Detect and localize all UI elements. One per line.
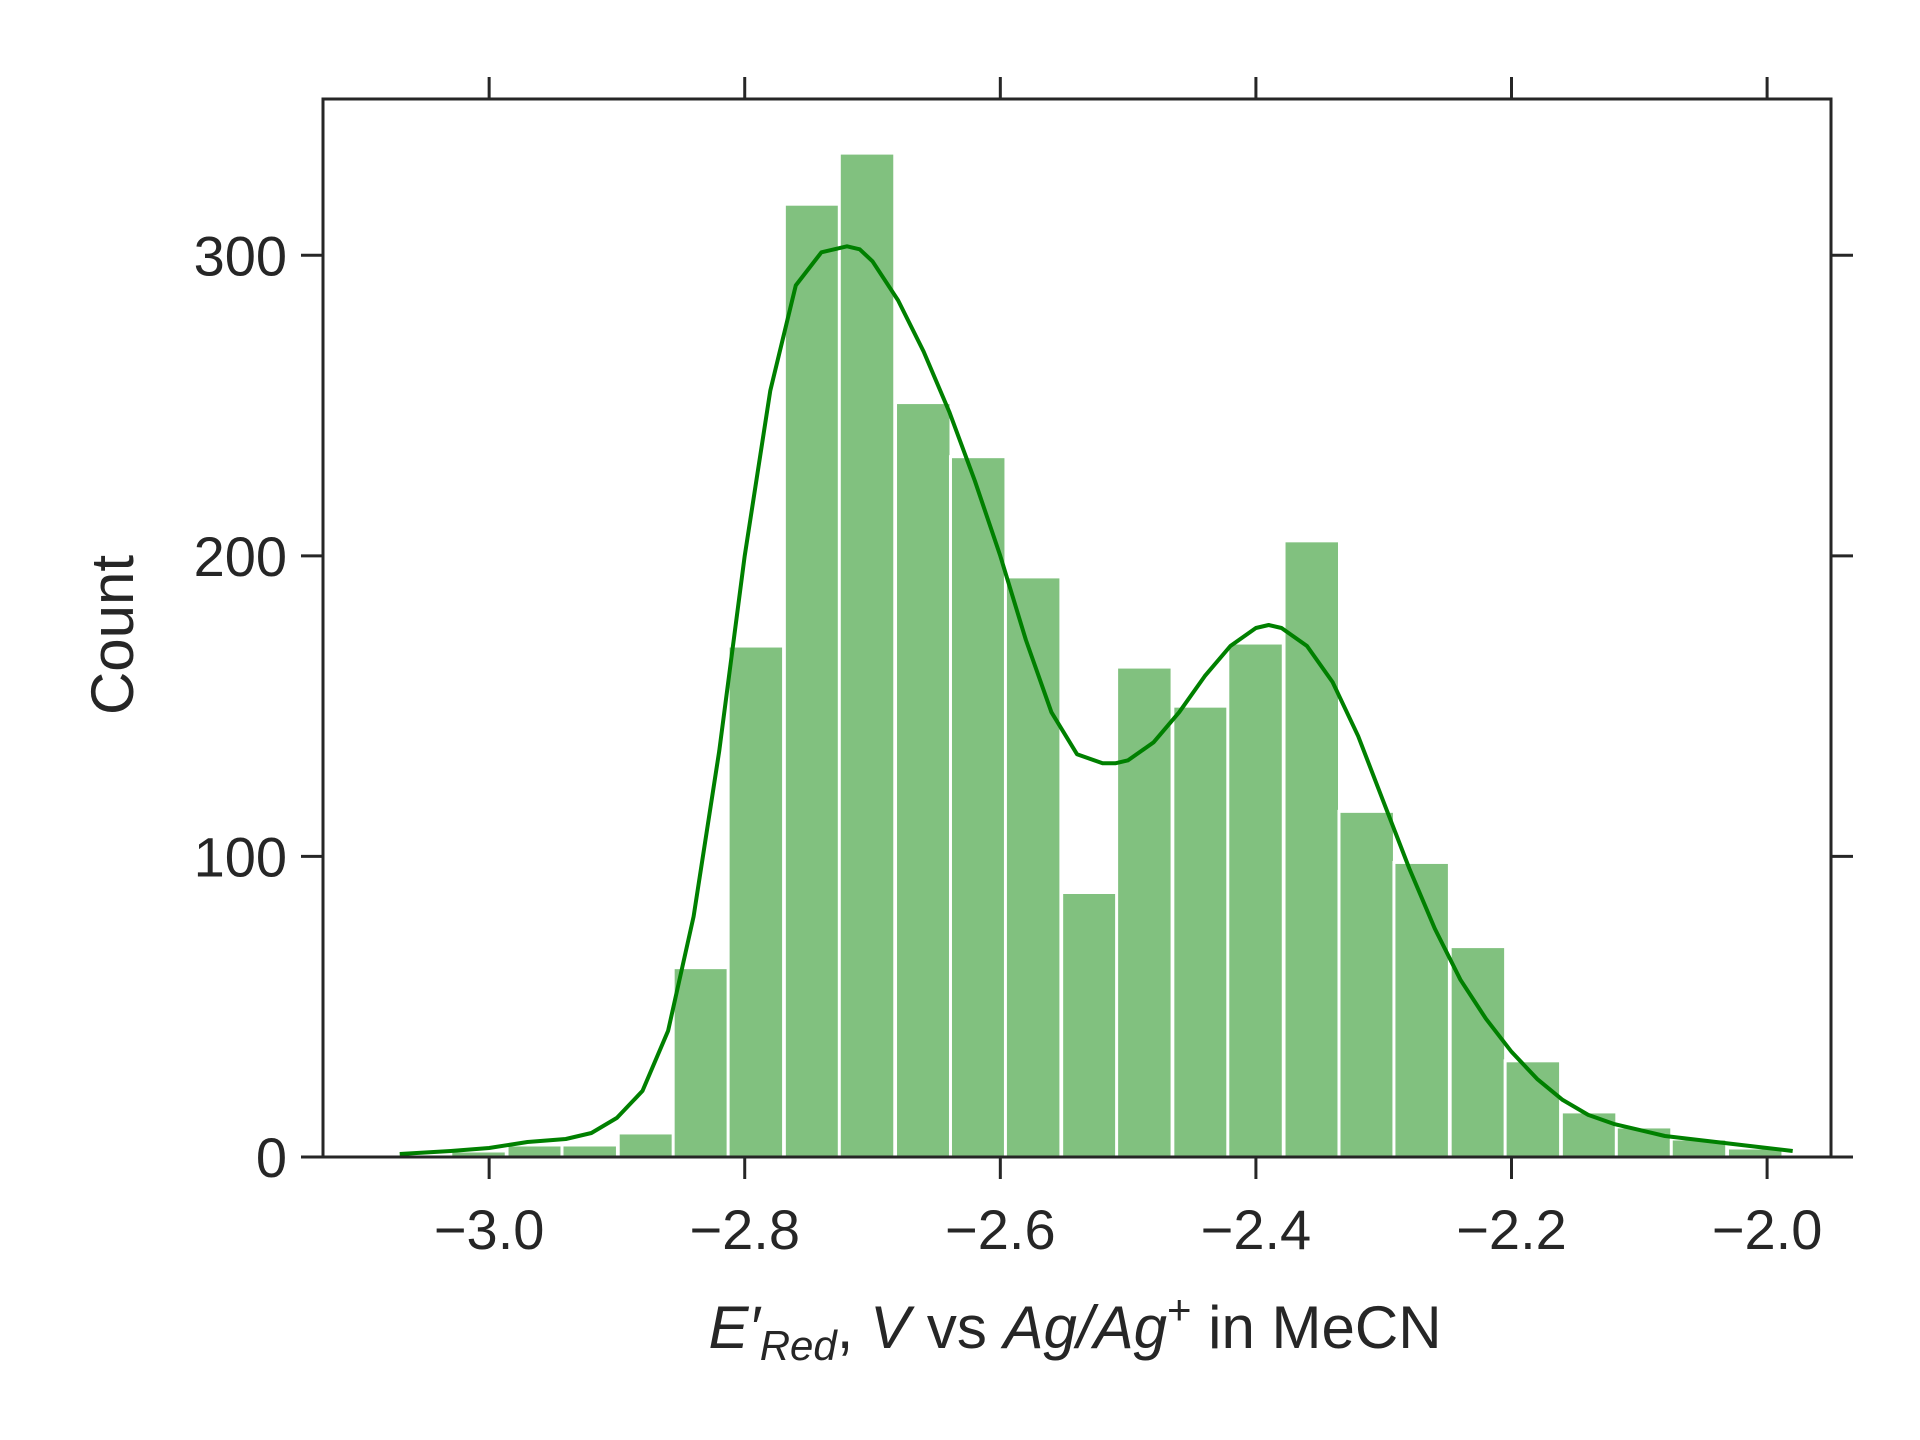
histogram-bar-10: [948, 455, 1008, 1159]
histogram-bar-3: [560, 1143, 619, 1159]
x-tick-label-3: −2.4: [1201, 1198, 1312, 1261]
histogram-bar-16: [1282, 539, 1341, 1159]
x-label-symbol: E′: [708, 1294, 761, 1361]
histogram-bars: [394, 151, 1785, 1159]
x-label-vs: vs: [910, 1294, 1003, 1361]
x-label-unit: V: [870, 1294, 915, 1361]
histogram-bar-8: [837, 151, 897, 1159]
x-tick-label-5: −2.0: [1712, 1198, 1823, 1261]
histogram-bar-18: [1392, 860, 1451, 1159]
histogram-bar-2: [505, 1143, 564, 1159]
histogram-bar-14: [1171, 704, 1230, 1159]
histogram-bar-7: [782, 202, 842, 1159]
y-axis-ticks: 0 100 200 300: [194, 224, 1853, 1189]
kde-curve: [399, 244, 1793, 1156]
histogram-bar-21: [1559, 1110, 1619, 1159]
y-tick-label-2: 200: [194, 525, 287, 588]
x-axis-label: E′Red, V vs Ag/Ag+ in MeCN: [708, 1286, 1441, 1369]
histogram-bar-17: [1337, 809, 1396, 1159]
x-tick-label-0: −3.0: [434, 1198, 545, 1261]
x-tick-label-1: −2.8: [689, 1198, 800, 1261]
x-label-ref1: Ag: [1001, 1294, 1077, 1361]
x-tick-label-2: −2.6: [945, 1198, 1056, 1261]
histogram-bar-4: [616, 1131, 676, 1159]
x-label-tail: in MeCN: [1191, 1294, 1441, 1361]
histogram-bar-12: [1060, 891, 1119, 1159]
histogram-bar-13: [1115, 665, 1174, 1159]
histogram-bar-5: [671, 966, 731, 1159]
x-tick-label-4: −2.2: [1456, 1198, 1567, 1261]
histogram-bar-9: [894, 401, 953, 1159]
x-label-comma: ,: [837, 1294, 870, 1361]
y-tick-label-1: 100: [194, 825, 287, 888]
histogram-bar-6: [726, 644, 786, 1159]
x-label-subscript: Red: [760, 1322, 839, 1369]
histogram-bar-15: [1226, 641, 1285, 1159]
y-tick-label-0: 0: [256, 1126, 287, 1189]
plot-frame: [321, 97, 1833, 1159]
y-tick-label-3: 300: [194, 224, 287, 287]
x-label-superscript: +: [1167, 1286, 1192, 1333]
y-axis-label: Count: [79, 555, 146, 715]
x-label-ref2: Ag: [1091, 1294, 1167, 1361]
x-axis-ticks: −3.0 −2.8 −2.6 −2.4 −2.2 −2.0: [434, 77, 1823, 1261]
